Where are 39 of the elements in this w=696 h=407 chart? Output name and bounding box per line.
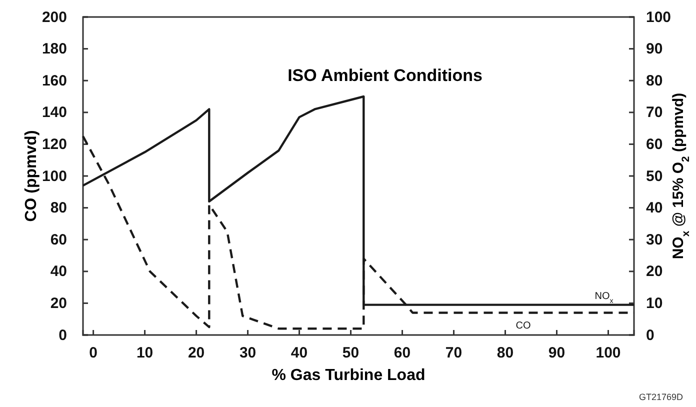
y2-tick-label: 20 — [646, 263, 663, 280]
y-tick-label: 160 — [42, 72, 67, 90]
x-tick-label: 90 — [548, 344, 566, 362]
y2-tick-label: 80 — [646, 72, 663, 90]
x-tick-label: 30 — [239, 344, 256, 362]
y-tick-label: 120 — [42, 136, 67, 153]
series-label: CO — [516, 320, 532, 332]
y-axis-title: CO (ppmvd) — [23, 130, 40, 222]
series-label: NO$_{x}$ — [594, 290, 614, 304]
y2-tick-label: 10 — [646, 295, 663, 312]
y-tick-label: 40 — [50, 263, 67, 280]
y2-tick-label: 40 — [646, 200, 663, 217]
y-tick-label: 200 — [42, 8, 67, 26]
y-tick-label: 100 — [42, 168, 67, 185]
x-tick-label: 20 — [188, 344, 205, 362]
y2-tick-label: 70 — [646, 104, 663, 122]
y-tick-label: 80 — [50, 200, 67, 217]
y2-tick-label: 90 — [646, 40, 663, 58]
y2-tick-label: 0 — [646, 326, 654, 344]
x-tick-label: 0 — [89, 344, 98, 362]
x-tick-label: 50 — [342, 344, 360, 362]
y-tick-label: 20 — [50, 295, 67, 312]
text: ISO Ambient Conditions — [288, 66, 482, 85]
text: GT21769D — [638, 392, 684, 402]
x-tick-label: 40 — [290, 344, 308, 362]
x-tick-label: 60 — [394, 344, 411, 362]
y-tick-label: 180 — [42, 40, 67, 58]
x-tick-label: 100 — [596, 344, 621, 362]
y-tick-label: 0 — [58, 326, 67, 344]
y-tick-label: 60 — [50, 231, 67, 248]
y2-tick-label: 60 — [646, 136, 663, 153]
y2-tick-label: 30 — [646, 231, 663, 248]
y2-tick-label: 50 — [646, 168, 663, 185]
x-tick-label: 70 — [445, 344, 462, 362]
x-axis-title: % Gas Turbine Load — [272, 367, 426, 384]
x-tick-label: 80 — [496, 344, 514, 362]
y2-tick-label: 100 — [646, 8, 672, 26]
x-tick-label: 10 — [136, 344, 154, 362]
y-tick-label: 140 — [42, 104, 67, 122]
